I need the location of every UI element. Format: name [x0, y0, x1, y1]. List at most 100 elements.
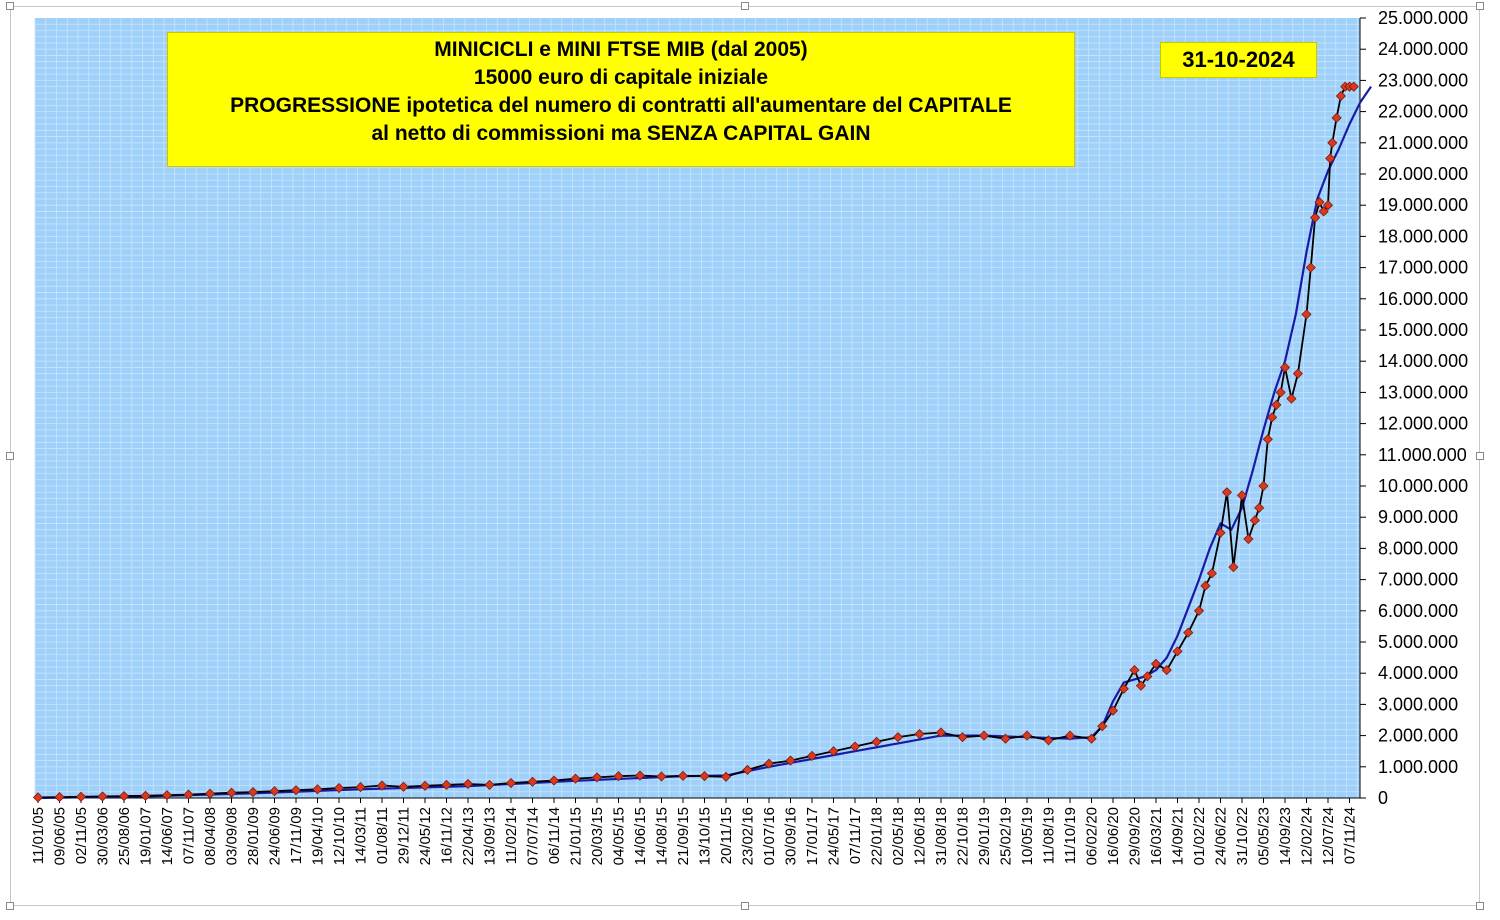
- data-point-marker: [1327, 137, 1338, 148]
- data-point-marker: [1097, 721, 1108, 732]
- x-tick-label: 11/01/05: [30, 807, 47, 864]
- title-line: al netto di commissioni ma SENZA CAPITAL…: [371, 122, 871, 145]
- data-point-marker: [269, 786, 280, 797]
- data-point-marker: [871, 736, 882, 747]
- y-tick-label: 17.000.000: [1378, 258, 1468, 278]
- x-tick-label: 16/06/20: [1105, 807, 1122, 865]
- data-point-marker: [591, 772, 603, 783]
- data-point-marker: [1331, 112, 1342, 123]
- data-point-marker: [892, 732, 904, 743]
- x-tick-label: 02/11/05: [73, 807, 90, 864]
- data-point-marker: [613, 771, 624, 782]
- data-point-marker: [1286, 393, 1297, 404]
- data-point-marker: [1086, 733, 1097, 744]
- data-point-marker: [935, 727, 947, 738]
- data-point-marker: [183, 789, 194, 800]
- y-tick-label: 14.000.000: [1378, 351, 1468, 371]
- x-tick-label: 29/09/20: [1127, 807, 1144, 865]
- y-tick-label: 21.000.000: [1378, 133, 1468, 153]
- data-point-marker: [720, 771, 732, 782]
- x-tick-label: 22/01/18: [869, 807, 886, 865]
- x-tick-label: 31/08/18: [933, 807, 950, 865]
- data-point-marker: [1064, 730, 1076, 741]
- x-tick-label: 14/09/21: [1170, 807, 1187, 865]
- x-tick-label: 16/03/21: [1148, 807, 1165, 865]
- chart-title-box: MINICICLI e MINI FTSE MIB (dal 2005) 150…: [167, 32, 1075, 167]
- y-tick-label: 5.000.000: [1378, 632, 1458, 652]
- data-point-marker: [849, 741, 861, 752]
- data-point-marker: [1150, 658, 1162, 669]
- resize-handle-tr[interactable]: [1476, 2, 1484, 10]
- y-tick-label: 13.000.000: [1378, 382, 1468, 402]
- resize-handle-tm[interactable]: [741, 2, 749, 10]
- x-axis-ticks: 11/01/05 09/06/05 02/11/05 30/03/06 25/08/06…: [30, 798, 1359, 865]
- y-tick-label: 12.000.000: [1378, 414, 1468, 434]
- data-point-marker: [1322, 200, 1334, 211]
- data-point-marker: [1193, 605, 1205, 616]
- resize-handle-mr[interactable]: [1476, 452, 1484, 460]
- resize-handle-bl[interactable]: [6, 902, 14, 910]
- x-tick-label: 02/05/18: [890, 807, 907, 865]
- data-point-marker: [570, 773, 581, 784]
- y-tick-label: 8.000.000: [1378, 538, 1458, 558]
- y-tick-label: 11.000.000: [1378, 445, 1467, 465]
- data-point-marker: [699, 771, 710, 782]
- resize-handle-br[interactable]: [1476, 902, 1484, 910]
- resize-handle-tl[interactable]: [6, 2, 14, 10]
- data-point-marker: [1135, 680, 1147, 691]
- x-tick-label: 24/05/12: [417, 807, 434, 865]
- y-tick-label: 4.000.000: [1378, 663, 1458, 683]
- x-tick-label: 14/08/15: [654, 807, 671, 865]
- data-point-marker: [1267, 412, 1278, 423]
- data-point-marker: [118, 791, 130, 802]
- data-point-marker: [1258, 480, 1269, 492]
- data-point-marker: [1310, 212, 1321, 223]
- data-point-marker: [1249, 515, 1260, 526]
- data-point-marker: [1183, 627, 1194, 638]
- data-point-marker: [1000, 733, 1011, 744]
- resize-handle-bm[interactable]: [741, 902, 749, 910]
- data-point-marker: [1243, 533, 1254, 545]
- data-point-marker: [1254, 502, 1265, 513]
- y-tick-label: 24.000.000: [1378, 39, 1468, 59]
- data-point-marker: [333, 782, 345, 794]
- x-tick-label: 07/11/24: [1342, 807, 1359, 864]
- x-tick-label: 13/10/15: [697, 807, 714, 865]
- data-point-marker: [441, 779, 452, 790]
- x-tick-label: 25/02/19: [998, 807, 1015, 865]
- data-point-marker: [1021, 730, 1033, 741]
- x-tick-label: 19/01/07: [138, 807, 155, 865]
- x-tick-label: 21/01/15: [568, 807, 585, 865]
- data-point-marker: [1215, 527, 1226, 538]
- y-tick-label: 15.000.000: [1378, 320, 1468, 340]
- data-point-marker: [1348, 81, 1359, 92]
- data-point-marker: [742, 764, 753, 775]
- data-point-marker: [1335, 90, 1346, 102]
- data-point-marker: [32, 792, 44, 803]
- x-tick-label: 12/07/24: [1320, 807, 1337, 865]
- data-point-marker: [484, 779, 495, 790]
- data-point-marker: [1200, 580, 1211, 591]
- data-point-marker: [1292, 368, 1303, 379]
- x-tick-label: 03/09/08: [224, 807, 241, 865]
- data-point-marker: [75, 791, 87, 802]
- x-tick-label: 29/01/19: [976, 807, 993, 865]
- resize-handle-ml[interactable]: [6, 452, 14, 460]
- x-tick-label: 23/02/16: [740, 807, 757, 865]
- y-tick-label: 18.000.000: [1378, 226, 1468, 246]
- x-tick-label: 14/06/07: [159, 807, 176, 865]
- series: [32, 81, 1372, 803]
- x-tick-label: 28/01/09: [245, 807, 262, 865]
- data-point-marker: [527, 776, 538, 787]
- x-tick-label: 10/05/19: [1019, 807, 1036, 865]
- data-point-marker: [914, 728, 925, 740]
- data-point-marker: [677, 770, 689, 781]
- data-point-marker: [376, 780, 388, 791]
- data-point-marker: [1221, 487, 1233, 498]
- y-tick-label: 23.000.000: [1378, 70, 1468, 90]
- y-tick-label: 7.000.000: [1378, 570, 1458, 590]
- y-tick-label: 1.000.000: [1378, 757, 1458, 777]
- x-tick-label: 01/08/11: [374, 807, 391, 864]
- y-tick-label: 25.000.000: [1378, 8, 1468, 28]
- x-tick-label: 30/09/16: [783, 807, 800, 865]
